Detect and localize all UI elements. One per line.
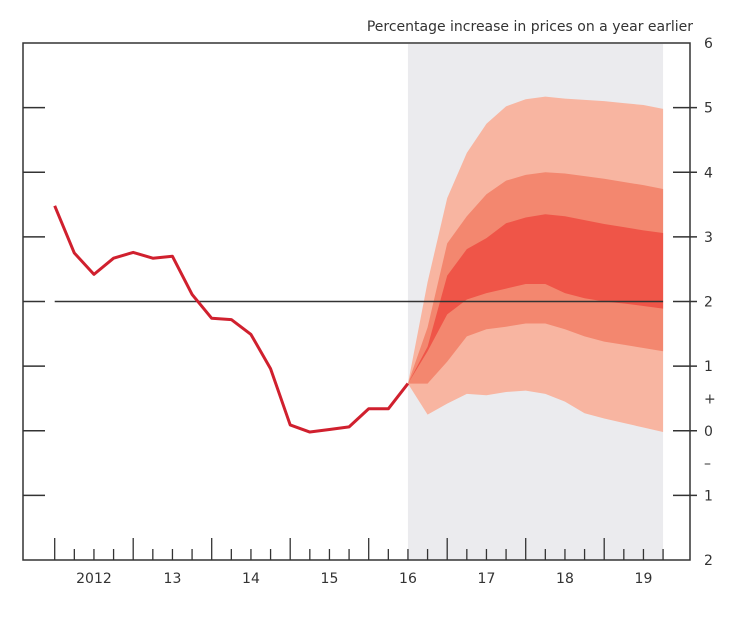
x-tick-label: 19 (635, 571, 653, 587)
y-tick-label: 4 (704, 165, 713, 181)
y-tick-label: 6 (704, 36, 713, 52)
x-tick-label: 17 (478, 571, 496, 587)
y-tick-label: 3 (704, 230, 713, 246)
x-tick-label: 15 (321, 571, 339, 587)
y-tick-label: 5 (704, 101, 713, 117)
y-tick-label: – (704, 456, 711, 472)
x-tick-label: 2012 (76, 571, 112, 587)
y-tick-label: 1 (704, 488, 713, 504)
y-tick-label: + (704, 391, 716, 407)
y-tick-label: 1 (704, 359, 713, 375)
y-tick-label: 2 (704, 295, 713, 311)
y-tick-label: 0 (704, 424, 713, 440)
y-tick-label: 2 (704, 553, 713, 569)
fan-band-3 (407, 214, 664, 384)
x-tick-label: 14 (242, 571, 260, 587)
history-line (53, 205, 410, 434)
x-tick-label: 18 (556, 571, 574, 587)
x-tick-label: 16 (399, 571, 417, 587)
x-tick-label: 13 (164, 571, 182, 587)
chart-title: Percentage increase in prices on a year … (367, 19, 693, 35)
